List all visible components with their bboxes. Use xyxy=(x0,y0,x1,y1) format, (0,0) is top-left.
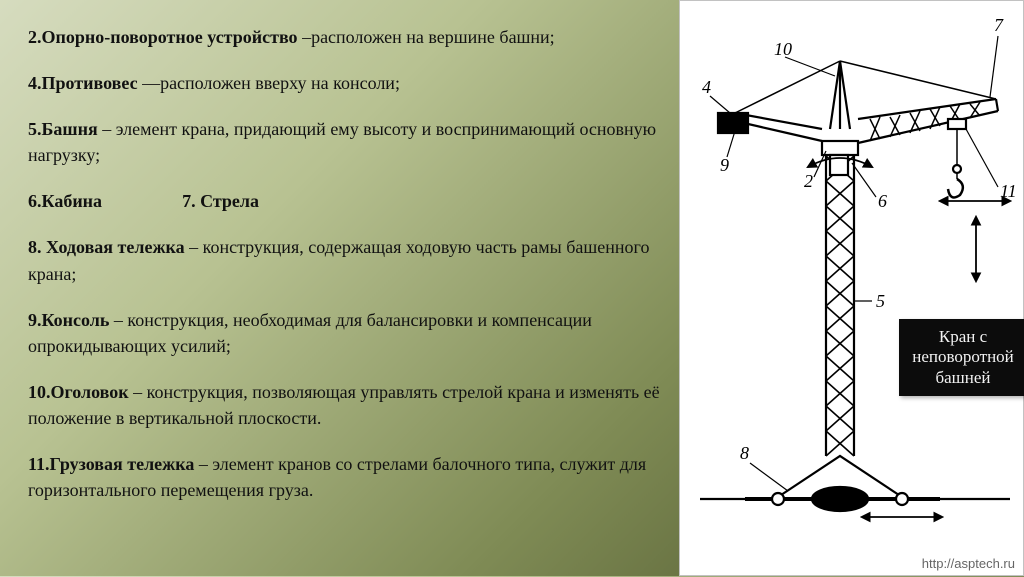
def-item: 9.Консоль – конструкция, необходимая для… xyxy=(28,307,661,359)
def-term: Опорно-поворотное устройство xyxy=(42,27,298,47)
svg-text:7: 7 xyxy=(994,15,1004,35)
svg-text:8: 8 xyxy=(740,443,749,463)
svg-text:6: 6 xyxy=(878,191,887,211)
def-pair: 6.Кабина 7. Стрела xyxy=(28,188,661,214)
def-item: 8. Ходовая тележка – конструкция, содерж… xyxy=(28,234,661,286)
def-item: 2.Опорно-поворотное устройство –располож… xyxy=(28,24,661,50)
svg-text:10: 10 xyxy=(774,39,792,59)
source-url: http://asptech.ru xyxy=(922,556,1015,571)
definitions-column: 2.Опорно-поворотное устройство –располож… xyxy=(0,0,679,576)
diagram-caption: Кран с неповоротной башней xyxy=(899,319,1024,396)
def-item: 5.Башня – элемент крана, придающий ему в… xyxy=(28,116,661,168)
svg-text:5: 5 xyxy=(876,291,885,311)
def-desc: расположен на вершине башни; xyxy=(311,27,555,47)
svg-text:2: 2 xyxy=(804,171,813,191)
def-item: 10.Оголовок – конструкция, позволяющая у… xyxy=(28,379,661,431)
crane-diagram: 4 10 7 11 9 6 2 5 8 xyxy=(680,1,1024,577)
svg-text:9: 9 xyxy=(720,155,729,175)
def-item: 11.Грузовая тележка – элемент кранов со … xyxy=(28,451,661,503)
diagram-panel: 4 10 7 11 9 6 2 5 8 Кран с неповоротной … xyxy=(679,0,1024,576)
svg-text:4: 4 xyxy=(702,77,711,97)
svg-text:11: 11 xyxy=(1000,181,1017,201)
def-num: 2 xyxy=(28,27,37,47)
def-item: 4.Противовес —расположен вверху на консо… xyxy=(28,70,661,96)
